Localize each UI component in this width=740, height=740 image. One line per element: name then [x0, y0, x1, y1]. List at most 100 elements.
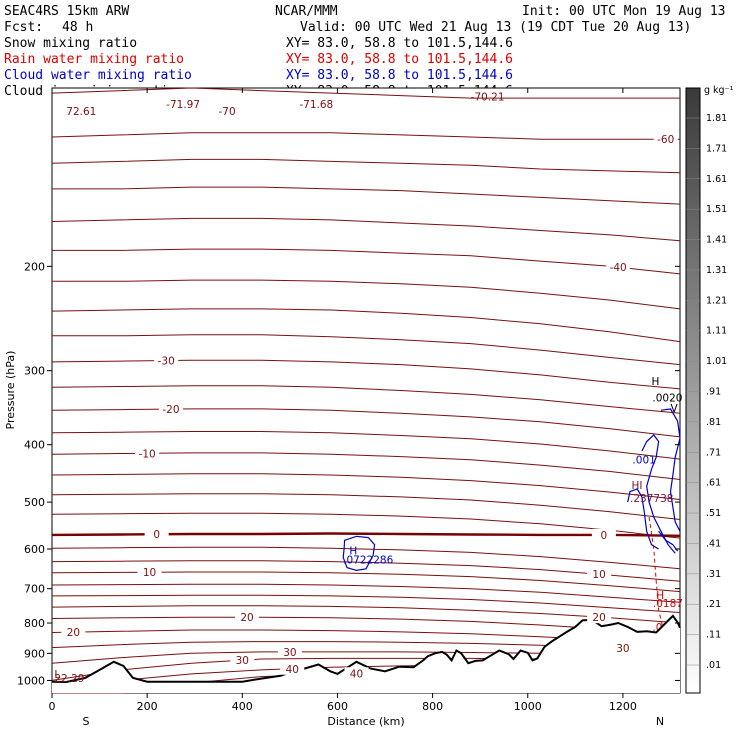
cloud-low-value: .001	[632, 454, 655, 466]
x-tick-label: 400	[232, 700, 253, 713]
isotherm-23	[51, 605, 681, 624]
right-label-5: H	[656, 590, 664, 602]
colorbar-label: .11	[706, 630, 721, 641]
isotherm-label: -60	[657, 134, 674, 146]
isotherm-label: -30	[158, 355, 175, 367]
y-tick-label: 1000	[17, 674, 45, 687]
init-time: Init: 00 UTC Mon 19 Aug 13	[522, 4, 726, 19]
isotherm-label-bg	[280, 662, 305, 675]
isotherm-label-bg	[591, 528, 616, 541]
colorbar-label: 1.51	[706, 204, 727, 215]
terrain-outline	[51, 614, 681, 693]
isotherm-label-bg	[61, 626, 86, 639]
isotherm-label-bg	[277, 645, 302, 658]
isotherm-label-bg	[653, 133, 678, 146]
cloud-water-path-1	[641, 433, 676, 554]
colorbar-label: .31	[706, 569, 721, 580]
y-tick-label: 700	[24, 583, 45, 596]
isotherm-label: 0	[153, 529, 160, 541]
isotherm-2	[51, 158, 681, 174]
isotherm-label: 30	[236, 655, 249, 667]
contour-labels: -60 -40 -30 -20 -10 0 0 10 10 20 20 20 30 30 30 40 40 72.…	[54, 92, 678, 685]
isotherm-label-bg	[144, 528, 169, 541]
colorbar-label: .81	[706, 417, 721, 428]
colorbar-label: 1.21	[706, 295, 727, 306]
forecast-label: Fcst:	[4, 20, 43, 35]
isotherm-18	[51, 546, 681, 570]
isotherm-label-bg	[154, 354, 179, 367]
isotherm-label-bg	[135, 447, 160, 460]
surface-low-marker: L	[54, 669, 60, 681]
isotherm-label-bg	[344, 667, 369, 680]
isotherm-11	[51, 408, 681, 438]
isotherm-label: 10	[143, 567, 156, 579]
isotherm-label: 20	[240, 612, 253, 624]
x-axis-title: Distance (km)	[327, 715, 404, 728]
top-label-2: -70	[219, 106, 236, 118]
y-axis-title: Pressure (hPa)	[4, 351, 17, 430]
top-label-3: -71.68	[299, 99, 333, 111]
isotherm-label: -20	[162, 404, 179, 416]
isotherm-label-bg	[235, 611, 260, 624]
isotherm-label: 30	[616, 643, 629, 655]
colorbar-unit: g kg⁻¹	[704, 85, 734, 96]
isotherm-label-bg	[587, 568, 612, 581]
x-tick-label: 0	[49, 700, 56, 713]
isotherm-7	[51, 308, 681, 343]
isotherm-6	[52, 279, 681, 310]
y-tick-label: 300	[24, 365, 45, 378]
isotherm-14	[51, 473, 681, 500]
colorbar-label: .91	[706, 387, 721, 398]
colorbar-label: .41	[706, 538, 721, 549]
colorbar-scale	[685, 87, 701, 694]
isotherm-label: 30	[283, 647, 296, 659]
y-tick-label: 500	[24, 496, 45, 509]
colorbar-label: .61	[706, 478, 721, 489]
isotherm-label: 10	[592, 569, 605, 581]
y-tick-label: 600	[24, 543, 45, 556]
isotherm-label: 40	[350, 668, 363, 680]
isotherm-label-bg	[587, 611, 612, 624]
right-label-2: V	[670, 403, 678, 415]
legend-name-0: Snow mixing ratio	[4, 36, 137, 51]
colorbar-label: .71	[706, 447, 721, 458]
y-tick-label: 800	[24, 617, 45, 630]
isotherm-label-2: 0	[601, 530, 608, 542]
isotherm-21	[51, 583, 681, 603]
cloud-high-value: .0722286	[343, 555, 393, 567]
cloud-high-marker: H	[349, 546, 357, 558]
y-tick-label: 200	[24, 260, 45, 273]
isotherm-15	[51, 493, 681, 520]
isotherm-5	[52, 248, 681, 275]
isotherm-4	[51, 217, 681, 242]
isotherm-12	[51, 431, 681, 460]
right-label-4: .237738	[630, 493, 673, 505]
isotherm-label-bg	[158, 403, 183, 416]
x-tick-label: 600	[327, 700, 348, 713]
colorbar-label: 1.61	[706, 174, 727, 185]
colorbar: g kg⁻¹ .01 .11 .21 .31 .41 .51 .61 .71 .81 .91 1.0…	[685, 85, 734, 694]
colorbar-label: 1.01	[706, 356, 727, 367]
top-label-1: -71.97	[166, 99, 200, 111]
isotherm-3	[52, 186, 681, 205]
y-tick-label: 400	[24, 439, 45, 452]
y-tick-label: 900	[24, 647, 45, 660]
colorbar-label: 1.71	[706, 143, 727, 154]
isotherm-8	[52, 334, 681, 366]
north-label: N	[656, 715, 664, 728]
isotherm-22	[51, 594, 681, 613]
colorbar-label: .21	[706, 599, 721, 610]
isotherm-0	[51, 87, 680, 99]
isotherm-label: -10	[139, 448, 156, 460]
legend-xy-2: XY= 83.0, 58.8 to 101.5,144.6	[286, 68, 513, 83]
isotherm-label-bg	[610, 642, 635, 655]
isotherm-19	[51, 560, 681, 582]
colorbar-label: .51	[706, 508, 721, 519]
isotherm-10	[51, 385, 681, 414]
isotherm-label: 20	[67, 627, 80, 639]
cloud-water-path-0	[660, 408, 681, 532]
terrain-fill	[52, 615, 680, 693]
colorbar-label: .01	[706, 660, 721, 671]
